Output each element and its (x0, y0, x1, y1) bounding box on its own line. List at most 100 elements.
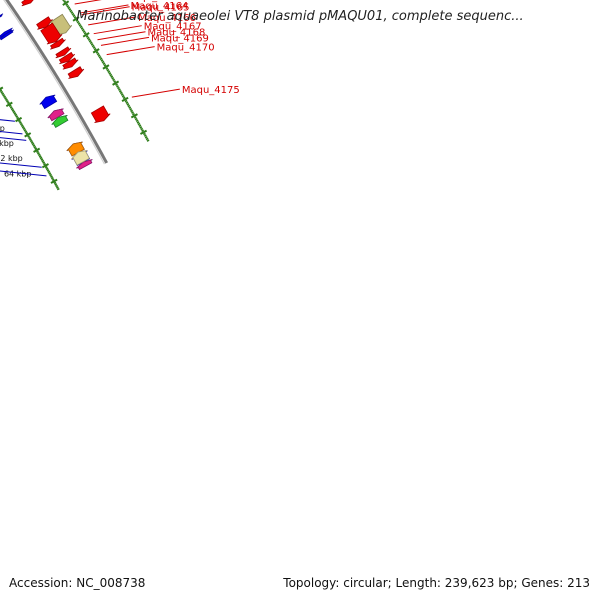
inner-tick-mark (9, 106, 13, 109)
kbp-label: 64 kbp (4, 170, 32, 179)
backbone-arc-highlight (3, 0, 106, 165)
outer-tick-mark (82, 32, 90, 38)
outer-tick-mark (102, 64, 110, 70)
inner-tick-mark (40, 158, 44, 161)
inner-tick-mark (33, 147, 41, 153)
backbone-arc (5, 0, 109, 164)
gene-arrow-maqu-4170 (67, 66, 85, 79)
inner-tick-mark (50, 178, 58, 184)
inner-tick-mark (38, 155, 42, 158)
outer-tick-mark (98, 55, 102, 59)
outer-tick-mark (121, 96, 129, 103)
outer-tick-mark (134, 117, 138, 121)
inner-tick-mark (10, 107, 14, 111)
outer-tick-mark (126, 103, 130, 106)
outer-tick-mark (79, 25, 83, 29)
outer-tick-mark (143, 134, 147, 137)
outer-tick-mark (77, 22, 81, 26)
inner-tick-mark (36, 152, 40, 155)
inner-tick-mark (3, 95, 7, 99)
outer-tick-mark (100, 59, 104, 62)
inner-tick-mark (44, 165, 48, 169)
inner-tick-mark (53, 181, 57, 185)
inner-tick-mark (48, 172, 52, 175)
inner-tick-mark (29, 139, 33, 143)
outer-tick-mark (88, 39, 92, 43)
inner-tick-mark (27, 135, 31, 138)
gene-label-leader (81, 6, 130, 16)
gene-label-leader (97, 31, 146, 41)
gene-label-leader (80, 4, 129, 14)
inner-tick-mark (19, 122, 23, 126)
inner-tick-mark (47, 170, 51, 174)
inner-tick-mark (31, 142, 35, 146)
outer-tick-mark (141, 129, 145, 132)
outer-tick-mark (136, 121, 140, 124)
map-title: Marinobacter aquaeolei VT8 plasmid pMAQU… (76, 9, 524, 24)
outer-tick-mark (113, 80, 117, 83)
outer-tick-mark (73, 16, 77, 19)
inner-tick-mark (18, 119, 21, 123)
inner-tick-mark (50, 176, 54, 180)
outer-tick-mark (131, 111, 134, 114)
outer-tick-mark (67, 6, 71, 10)
outer-tick-mark (92, 48, 100, 54)
inner-tick-mark (14, 113, 18, 117)
outer-tick-mark (72, 16, 80, 22)
outer-tick-mark (112, 78, 116, 82)
inner-tick-mark (25, 132, 29, 135)
outer-tick-mark (76, 20, 80, 24)
gene-label-leader (0, 130, 23, 135)
outer-tick-mark (75, 19, 79, 22)
outer-tick-mark (145, 137, 149, 141)
inner-tick-mark (6, 101, 10, 105)
outer-tick-mark (62, 0, 66, 2)
inner-tick-mark (21, 125, 25, 129)
outer-tick-mark (95, 51, 99, 54)
gene-arrow-maqu-4176 (66, 141, 85, 157)
outer-tick-mark (133, 116, 137, 119)
inner-tick-mark (37, 153, 41, 157)
gene-label-leader (0, 162, 42, 168)
gene-arrow-maqu-4168 (58, 51, 76, 65)
outer-tick-mark (83, 31, 87, 35)
gene-arrow-maqu-4166 (49, 37, 66, 50)
outer-tick-mark (111, 76, 115, 80)
outer-tick-mark (130, 109, 134, 113)
outer-tick-mark (121, 94, 125, 98)
inner-tick-mark (8, 104, 12, 108)
inner-tick-mark (11, 109, 15, 112)
inner-tick-mark (16, 116, 20, 120)
outer-tick-mark (87, 38, 91, 41)
inner-tick-mark (28, 138, 32, 141)
gene-label-maqu-4170: Maqu_4170 (157, 43, 215, 54)
outer-tick-mark (82, 30, 86, 33)
inner-tick-mark (49, 173, 53, 177)
outer-tick-mark (96, 52, 100, 56)
gene-arrow-maqu-4174 (51, 115, 69, 128)
outer-tick-mark (146, 139, 150, 142)
outer-tick-mark (138, 124, 142, 127)
gene-label-leader (0, 137, 27, 141)
gene-label-leader (93, 25, 142, 35)
inner-tick-mark (54, 183, 58, 186)
outer-tick-mark (81, 28, 85, 32)
outer-tick-mark (86, 36, 90, 40)
gene-label-leader (0, 170, 47, 177)
outer-tick-mark (125, 101, 129, 104)
outer-tick-mark (93, 47, 97, 51)
inner-tick-mark (24, 130, 28, 134)
outer-tick-mark (105, 67, 109, 70)
inner-tick-mark (43, 162, 46, 166)
gene-label-maqu-4165: Maqu_4165 (132, 3, 190, 14)
inner-tick-mark (5, 101, 13, 108)
inner-tick-mark (0, 86, 4, 91)
outer-tick-mark (109, 73, 113, 77)
inner-tick-mark (0, 89, 3, 93)
inner-tick-mark (41, 163, 49, 169)
inner-tick-mark (36, 150, 39, 154)
inner-tick-mark (18, 121, 22, 124)
inner-tick-mark (28, 136, 31, 140)
outer-tick-mark (139, 129, 148, 135)
gene-label-maqu-4169: Maqu_4169 (151, 33, 209, 44)
